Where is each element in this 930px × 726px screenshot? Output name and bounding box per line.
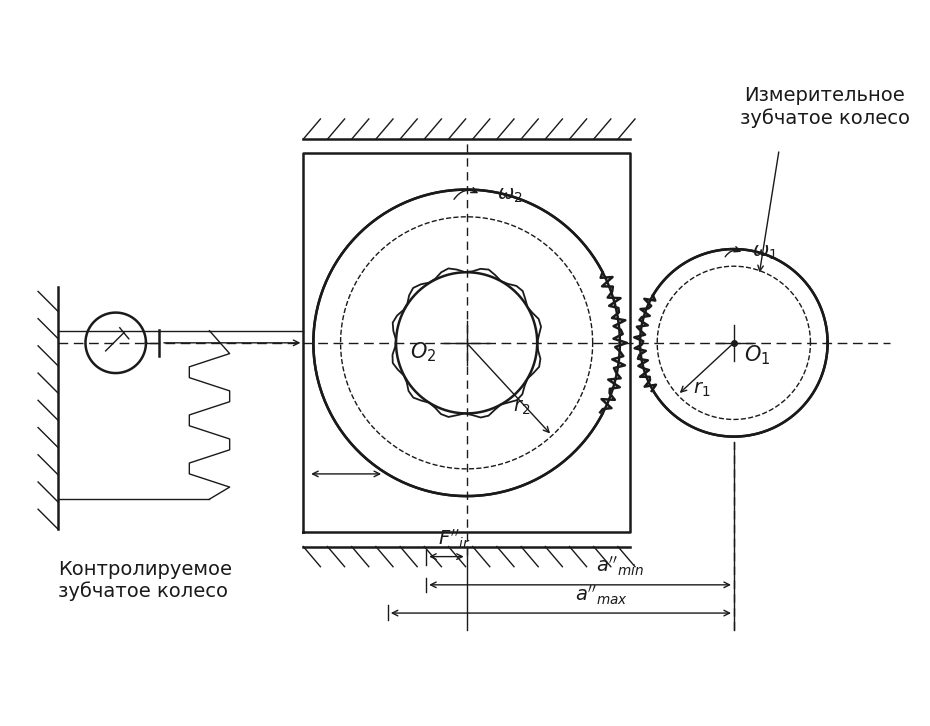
Text: Контролируемое
зубчатое колесо: Контролируемое зубчатое колесо bbox=[59, 560, 232, 601]
Text: $\omega_2$: $\omega_2$ bbox=[497, 186, 523, 205]
Text: $O_2$: $O_2$ bbox=[410, 340, 436, 364]
Text: $a''_{min}$: $a''_{min}$ bbox=[596, 555, 644, 579]
Text: $O_1$: $O_1$ bbox=[744, 343, 770, 367]
Text: $r_2$: $r_2$ bbox=[513, 398, 531, 417]
Text: $\omega_1$: $\omega_1$ bbox=[752, 243, 777, 262]
Text: $F''_{ir}$: $F''_{ir}$ bbox=[438, 528, 471, 551]
Text: $a''_{max}$: $a''_{max}$ bbox=[575, 583, 628, 606]
Text: $r_1$: $r_1$ bbox=[693, 380, 711, 399]
Text: Измерительное
зубчатое колесо: Измерительное зубчатое колесо bbox=[739, 86, 910, 128]
